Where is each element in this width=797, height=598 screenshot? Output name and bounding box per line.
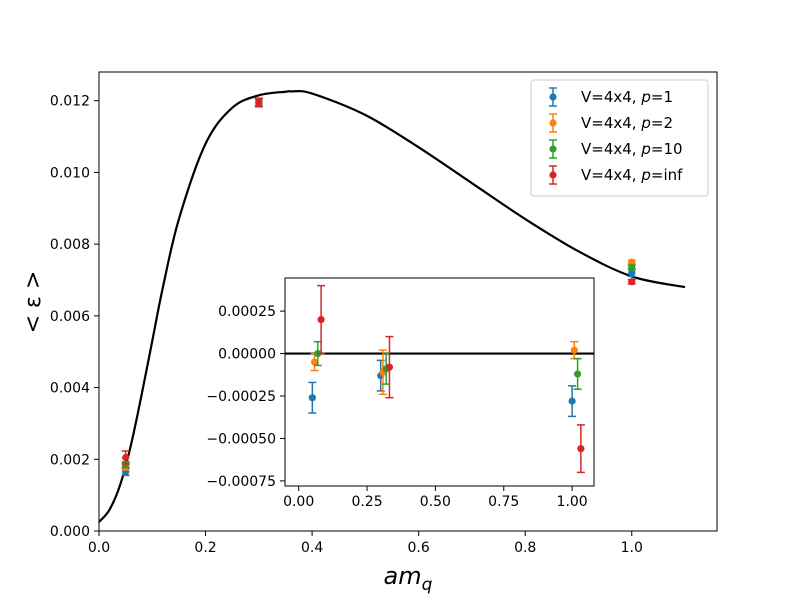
main-marker: [628, 258, 636, 266]
legend-marker: [549, 171, 557, 179]
main-axis-ticks: 0.0 0.2 0.4 0.6 0.8 1.0 0.000 0.002 0.004 0.006 0.…: [50, 94, 643, 556]
inset-marker: [577, 445, 585, 453]
legend-label: V=4x4, p=2: [581, 114, 673, 132]
inset-x-tick-label: 0.50: [420, 494, 451, 510]
main-x-tick-label: 0.2: [194, 540, 216, 556]
legend-box: [530, 79, 709, 197]
inset-y-tick-label: 0.00025: [218, 304, 276, 320]
main-y-tick-label: 0.010: [50, 165, 90, 181]
inset-point-v-4x4-p-1: [568, 385, 577, 418]
legend-entry: V=4x4, p=inf: [549, 165, 683, 185]
legend: V=4x4, p=1 V=4x4, p=2 V=4x4, p=10 V=4x4, p=…: [530, 79, 709, 197]
legend-entry: V=4x4, p=1: [549, 87, 673, 107]
legend-marker: [549, 119, 557, 127]
inset-point-v-4x4-p-inf: [317, 284, 326, 355]
main-x-tick-label: 0.6: [408, 540, 430, 556]
inset-x-tick-label: 1.00: [557, 494, 588, 510]
x-axis-label-sub: q: [422, 575, 433, 595]
inset-point-v-4x4-p-2: [310, 352, 319, 372]
legend-label: V=4x4, p=1: [581, 88, 673, 106]
main-x-tick-label: 1.0: [621, 540, 643, 556]
main-y-tick-label: 0.008: [50, 237, 90, 253]
main-x-tick-label: 0.4: [301, 540, 323, 556]
inset-marker: [308, 394, 316, 402]
main-point-v-4x4-p-inf: [627, 278, 636, 286]
inset-background: [285, 278, 594, 486]
inset-marker: [568, 397, 576, 405]
inset-x-tick-label: 0.25: [351, 494, 382, 510]
inset-point-v-4x4-p-1: [308, 381, 317, 414]
legend-entry: V=4x4, p=2: [549, 113, 673, 133]
inset-y-tick-label: −0.00025: [206, 389, 276, 405]
inset-frame: [284, 277, 595, 487]
inset-point-v-4x4-p-inf: [576, 424, 585, 474]
y-axis-label: < ε >: [21, 271, 46, 334]
main-marker: [628, 269, 636, 277]
legend-entry: V=4x4, p=10: [549, 139, 683, 159]
main-marker: [255, 98, 263, 107]
inset-y-tick-label: −0.00075: [206, 474, 276, 490]
inset-y-tick-label: 0.00000: [218, 347, 276, 363]
main-y-tick-label: 0.006: [50, 309, 90, 325]
main-point-v-4x4-p-inf: [254, 97, 263, 108]
legend-label: V=4x4, p=inf: [581, 166, 683, 184]
main-marker: [628, 263, 636, 272]
main-y-tick-label: 0.002: [50, 452, 90, 468]
legend-label: V=4x4, p=10: [581, 140, 683, 158]
main-point-v-4x4-p-inf: [121, 450, 130, 465]
main-marker: [122, 453, 130, 462]
inset-y-tick-label: −0.00050: [206, 431, 276, 447]
inset-marker: [385, 363, 394, 371]
inset-point-v-4x4-p-2: [570, 340, 579, 360]
inset-marker: [310, 358, 319, 366]
inset-point-v-4x4-p-10: [573, 357, 582, 390]
inset-x-tick-label: 0.75: [488, 494, 519, 510]
inset-marker: [317, 316, 325, 324]
main-points-layer: [121, 97, 636, 477]
main-y-tick-label: 0.004: [50, 381, 90, 397]
main-x-tick-label: 0.8: [514, 540, 536, 556]
inset-marker: [573, 370, 582, 378]
inset-points-layer: [308, 284, 585, 474]
main-y-tick-label: 0.000: [50, 524, 90, 540]
x-axis-label-main: am: [384, 562, 422, 590]
main-x-tick-label: 0.0: [88, 540, 110, 556]
theory-curve: [98, 89, 686, 523]
inset-marker: [570, 346, 578, 354]
main-frame: [98, 71, 718, 532]
main-point-v-4x4-p-10: [627, 263, 636, 272]
legend-marker: [549, 145, 557, 153]
main-curve-layer: [98, 89, 686, 523]
legend-marker: [549, 93, 557, 101]
inset-point-v-4x4-p-inf: [385, 335, 394, 399]
main-y-tick-label: 0.012: [50, 94, 90, 110]
x-axis-label: amq: [384, 562, 433, 595]
inset-axis-ticks: 0.00 0.25 0.50 0.75 1.00 −0.00075 −0.00050 −0.0…: [206, 304, 587, 510]
main-marker: [628, 278, 636, 286]
inset-x-tick-label: 0.00: [283, 494, 314, 510]
